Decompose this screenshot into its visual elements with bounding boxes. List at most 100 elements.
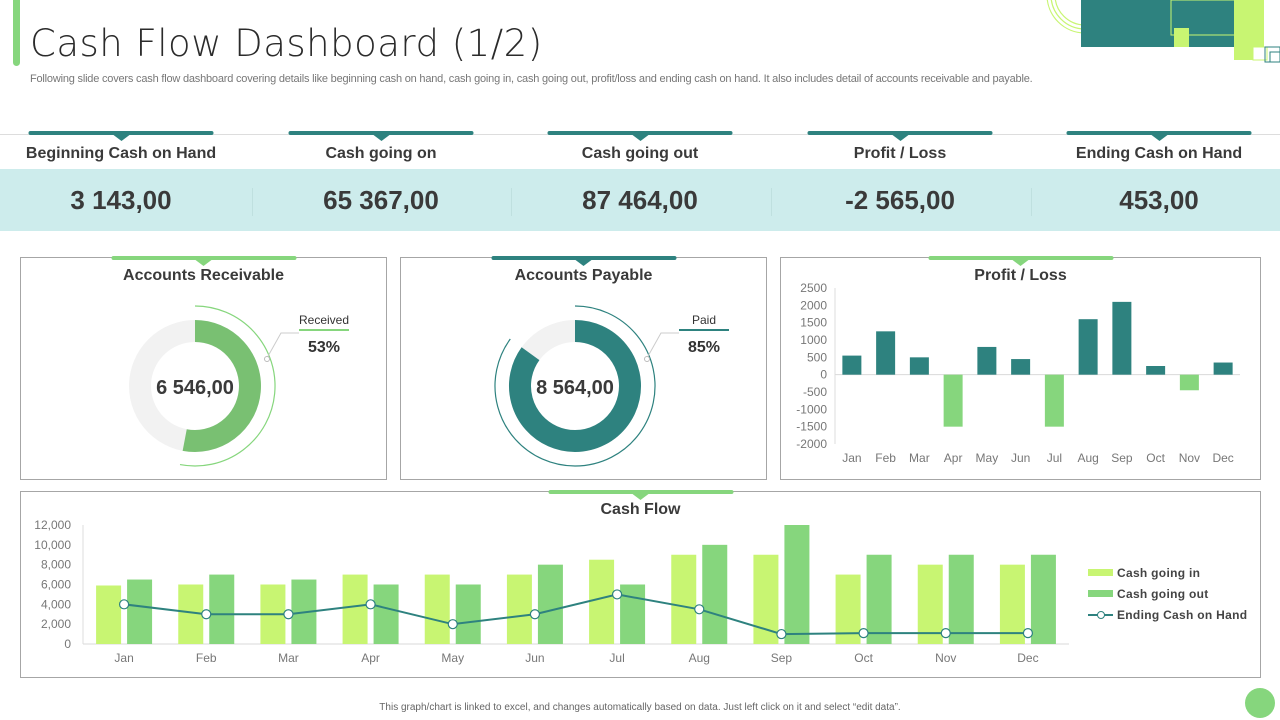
y-tick-label: -500 <box>803 385 827 399</box>
donut-outer-ring <box>179 305 276 467</box>
profit-loss-panel[interactable]: Profit / Loss 2500 2000 1500 1000 500 0 -500 -1… <box>780 256 1262 481</box>
kpi-cash-going-out: Cash going out 87 464,00 <box>510 131 770 231</box>
bar-dec[interactable] <box>1213 362 1233 375</box>
ending-cash-point-sep[interactable] <box>776 628 787 640</box>
ending-cash-line[interactable] <box>123 593 1028 636</box>
x-tick-label: May <box>441 651 464 665</box>
bar-jan[interactable] <box>842 355 862 375</box>
bar-jul[interactable] <box>1044 374 1064 427</box>
legend-label: Ending Cash on Hand <box>1117 607 1248 622</box>
cash-flow-chart[interactable]: 0 2,000 4,000 6,000 8,000 10,000 12,000 Jan Feb M… <box>21 492 1262 679</box>
callout-label: Received <box>299 313 349 327</box>
kpi-divider <box>511 188 512 216</box>
bar-cash-out-nov[interactable] <box>948 554 974 644</box>
bar-cash-out-jun[interactable] <box>537 564 563 644</box>
ending-cash-point-dec[interactable] <box>1022 627 1034 639</box>
ending-cash-point-apr[interactable] <box>365 599 376 610</box>
bar-cash-out-sep[interactable] <box>784 525 810 644</box>
bar-may[interactable] <box>977 346 997 375</box>
kpi-cash-going-in: Cash going on 65 367,00 <box>251 131 511 231</box>
donut-center-value: 6 546,00 <box>156 377 234 399</box>
x-tick-label: Jan <box>842 451 861 465</box>
donut-center-value: 8 564,00 <box>536 377 614 399</box>
kpi-value: 3 143,00 <box>70 185 172 215</box>
bar-cash-out-apr[interactable] <box>373 584 399 645</box>
bar-cash-in-jun[interactable] <box>506 574 532 644</box>
bar-sep[interactable] <box>1112 301 1132 375</box>
x-tick-label: Sep <box>771 651 793 665</box>
bar-aug[interactable] <box>1078 319 1098 375</box>
ending-cash-point-jul[interactable] <box>611 589 623 600</box>
x-tick-label: Feb <box>875 451 896 465</box>
kpi-label: Profit / Loss <box>853 145 947 162</box>
bar-cash-in-dec[interactable] <box>999 564 1025 644</box>
donut-received-arc[interactable] <box>182 320 261 452</box>
cash-flow-panel[interactable]: Cash Flow 0 2,000 4,000 6,000 8,000 10,000 12,… <box>20 490 1262 679</box>
donut-paid-arc[interactable] <box>509 320 641 452</box>
legend-line-marker <box>1088 610 1113 619</box>
y-tick-label: 12,000 <box>34 518 71 532</box>
bar-cash-out-may[interactable] <box>455 584 481 645</box>
payable-donut-chart[interactable]: Paid 85% 8 564,00 <box>401 258 768 481</box>
bar-cash-in-apr[interactable] <box>342 574 368 644</box>
title-accent-bar <box>13 0 20 66</box>
x-tick-label: Jul <box>1047 451 1062 465</box>
ending-cash-point-jun[interactable] <box>529 609 541 620</box>
bar-oct[interactable] <box>1146 366 1166 375</box>
x-tick-label: Sep <box>1111 451 1133 465</box>
y-tick-label: -2000 <box>796 437 827 451</box>
ending-cash-point-nov[interactable] <box>940 627 951 639</box>
chart-title: Profit / Loss <box>974 267 1067 284</box>
bar-cash-in-aug[interactable] <box>671 554 697 644</box>
bar-jun[interactable] <box>1011 359 1031 375</box>
receivable-donut-chart[interactable]: Received 53% 6 546,00 <box>21 258 388 481</box>
callout-label: Paid <box>692 313 716 327</box>
bar-cash-out-aug[interactable] <box>702 544 728 644</box>
panel-tab-marker <box>111 256 296 260</box>
y-tick-label: 500 <box>807 350 827 364</box>
bar-cash-in-nov[interactable] <box>917 564 943 644</box>
bar-apr[interactable] <box>943 374 963 427</box>
y-tick-label: 2500 <box>800 281 827 295</box>
y-tick-label: 0 <box>64 637 71 651</box>
ending-cash-point-aug[interactable] <box>694 604 705 615</box>
bar-cash-in-may[interactable] <box>424 574 450 644</box>
bar-nov[interactable] <box>1179 374 1199 391</box>
bar-cash-out-dec[interactable] <box>1030 554 1056 644</box>
ending-cash-point-mar[interactable] <box>283 609 294 620</box>
kpi-ending-cash: Ending Cash on Hand 453,00 <box>1029 131 1280 231</box>
profit-loss-chart[interactable]: 2500 2000 1500 1000 500 0 -500 -1000 -1500 -2000 J… <box>781 258 1262 481</box>
x-tick-label: Feb <box>196 651 217 665</box>
y-tick-label: 8,000 <box>41 558 71 572</box>
ending-cash-point-oct[interactable] <box>858 627 869 639</box>
x-tick-label: Apr <box>361 651 380 665</box>
callout-leader-line <box>266 332 299 359</box>
legend-label: Cash going out <box>1117 586 1209 601</box>
x-tick-label: Oct <box>1146 451 1165 465</box>
bar-cash-in-sep[interactable] <box>753 554 779 644</box>
y-tick-label: 4,000 <box>41 597 71 611</box>
legend-item-cash-going-in[interactable]: Cash going in <box>1088 562 1247 583</box>
accounts-payable-panel[interactable]: Accounts Payable Paid 85% 8 564,00 <box>400 256 768 481</box>
ending-cash-point-feb[interactable] <box>201 609 212 620</box>
bar-cash-out-oct[interactable] <box>866 554 892 644</box>
bar-cash-in-jan[interactable] <box>96 585 122 644</box>
x-tick-label: Mar <box>909 451 930 465</box>
bar-cash-out-jul[interactable] <box>620 584 646 645</box>
bar-cash-out-jan[interactable] <box>127 579 153 644</box>
y-tick-label: 6,000 <box>41 578 71 592</box>
kpi-label: Cash going on <box>325 145 437 162</box>
accounts-receivable-panel[interactable]: Accounts Receivable Received 53% 6 546,0… <box>20 256 388 481</box>
x-tick-label: Nov <box>1179 451 1200 465</box>
bar-cash-in-jul[interactable] <box>589 559 615 644</box>
kpi-tab-marker <box>28 131 214 135</box>
ending-cash-point-may[interactable] <box>447 619 458 630</box>
legend-item-cash-going-out[interactable]: Cash going out <box>1088 583 1247 604</box>
bar-feb[interactable] <box>876 331 896 375</box>
legend-item-ending-cash[interactable]: Ending Cash on Hand <box>1088 604 1247 625</box>
kpi-tab-marker <box>288 131 474 135</box>
x-tick-label: Dec <box>1017 651 1038 665</box>
bar-mar[interactable] <box>909 357 929 375</box>
ending-cash-point-jan[interactable] <box>118 599 130 610</box>
bar-cash-out-feb[interactable] <box>209 574 235 644</box>
